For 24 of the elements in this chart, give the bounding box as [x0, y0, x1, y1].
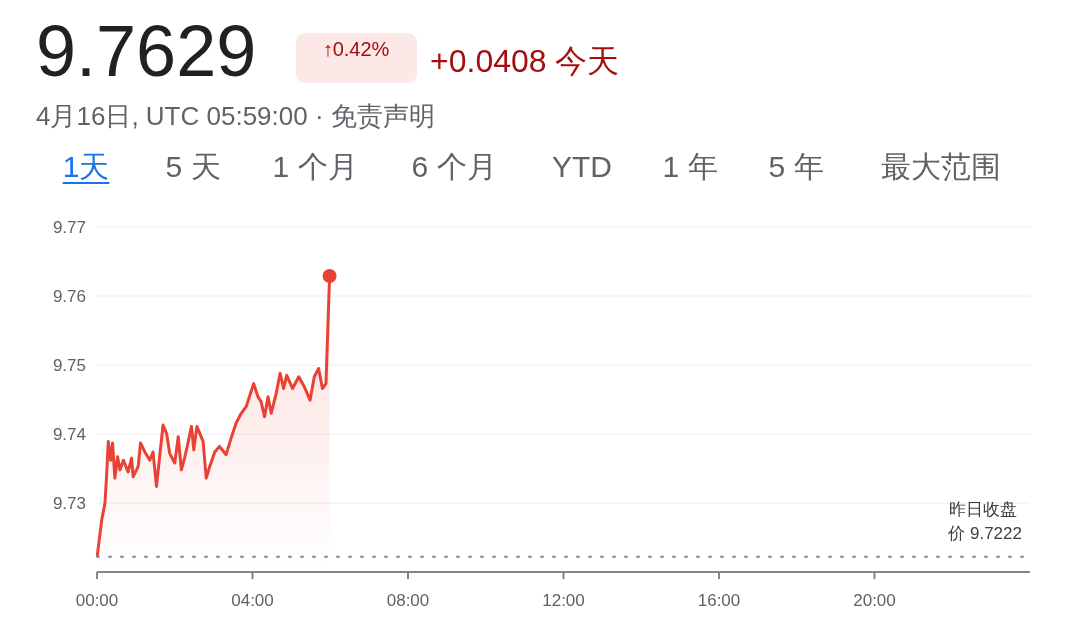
- y-tick-label: 9.75: [52, 356, 86, 375]
- y-tick-label: 9.76: [52, 287, 86, 306]
- text: +0.0408 今天: [430, 43, 620, 79]
- y-tick-label: 9.77: [52, 218, 86, 237]
- text: 6 个月: [411, 150, 497, 183]
- y-tick-label: 9.74: [52, 425, 86, 444]
- text: 5 年: [768, 150, 824, 183]
- x-tick-label: 16:00: [697, 591, 741, 610]
- text: 最大范围: [881, 150, 1001, 183]
- chart-title: 9.7629: [36, 11, 257, 91]
- text: 1 个月: [272, 150, 358, 183]
- x-tick-label: 00:00: [75, 591, 119, 610]
- x-tick-label: 12:00: [542, 591, 585, 610]
- text: 1 年: [662, 150, 718, 183]
- text: 5 天: [165, 150, 221, 183]
- text: ↑0.42%: [322, 38, 390, 60]
- text: 1天: [62, 150, 110, 183]
- ref-line-label: 昨日收盘价 9.7222: [947, 499, 1022, 543]
- x-tick-label: 20:00: [853, 591, 896, 610]
- x-tick-label: 04:00: [231, 591, 274, 610]
- y-tick-label: 9.73: [52, 494, 86, 513]
- chart-subtitle: 4月16日, UTC 05:59:00 · 免责声明: [36, 101, 435, 131]
- text: YTD: [552, 150, 612, 183]
- x-tick-label: 08:00: [386, 591, 430, 610]
